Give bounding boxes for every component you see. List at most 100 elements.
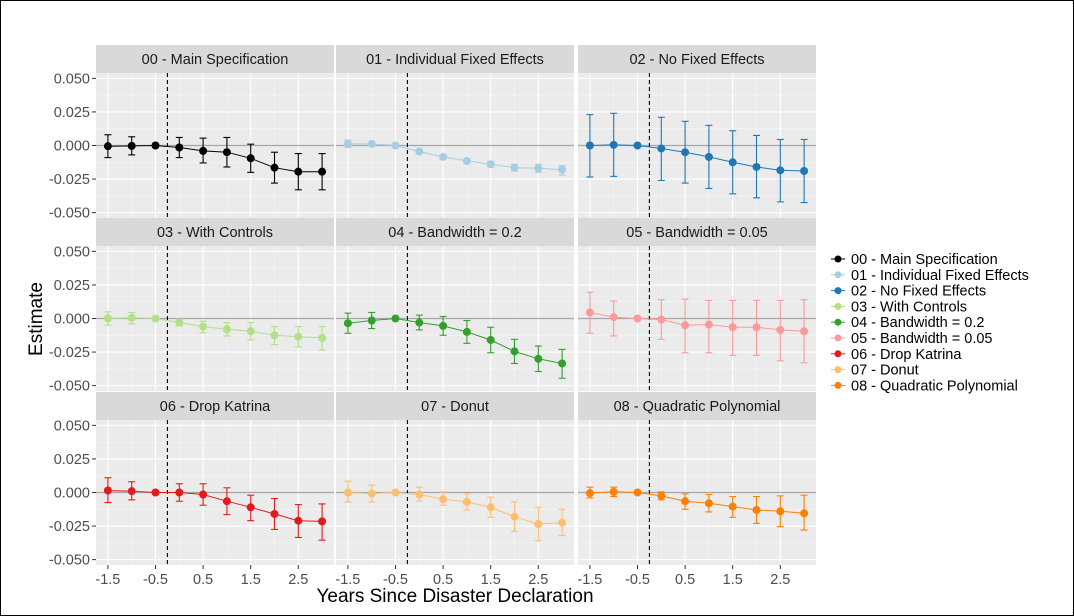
data-point: [103, 486, 112, 495]
legend-key-point: [834, 271, 842, 279]
facet-strip: [336, 392, 574, 420]
x-tick-label: 0.5: [675, 572, 695, 588]
data-point: [633, 314, 642, 323]
x-tick-label: -0.5: [625, 572, 650, 588]
data-point: [657, 491, 666, 500]
data-point: [609, 487, 618, 496]
data-point: [776, 325, 785, 334]
x-tick-label: 0.5: [193, 572, 213, 588]
facet-strip: [578, 392, 816, 420]
y-tick-label: 0.025: [54, 278, 90, 294]
data-point: [534, 354, 543, 363]
data-point: [175, 318, 184, 327]
y-tick-label: -0.050: [49, 553, 90, 569]
data-point: [151, 141, 160, 150]
legend-key-point: [834, 350, 842, 358]
data-point: [127, 313, 136, 322]
data-point: [318, 517, 327, 526]
data-point: [510, 512, 519, 521]
data-point: [103, 142, 112, 151]
data-point: [294, 516, 303, 525]
data-point: [776, 507, 785, 516]
data-point: [633, 141, 642, 150]
facet-panel: 04 - Bandwidth = 0.2: [336, 218, 574, 391]
facet-title: 05 - Bandwidth = 0.05: [626, 225, 767, 241]
data-point: [558, 165, 567, 174]
data-point: [462, 156, 471, 165]
data-point: [752, 162, 761, 171]
data-point: [800, 509, 809, 518]
data-point: [558, 359, 567, 368]
facet-panel: 01 - Individual Fixed Effects: [336, 45, 574, 218]
data-point: [343, 139, 352, 148]
data-point: [704, 320, 713, 329]
facet-title: 02 - No Fixed Effects: [629, 52, 764, 68]
data-point: [462, 327, 471, 336]
legend-key-point: [834, 287, 842, 295]
data-point: [800, 327, 809, 336]
facet-strip: [96, 45, 334, 73]
legend-item: 03 - With Controls: [831, 299, 967, 315]
legend-key-point: [834, 334, 842, 342]
facet-title: 00 - Main Specification: [142, 52, 289, 68]
y-tick-label: 0.050: [54, 244, 90, 260]
data-point: [175, 488, 184, 497]
data-point: [127, 141, 136, 150]
data-point: [558, 518, 567, 527]
data-point: [439, 152, 448, 161]
data-point: [585, 489, 594, 498]
data-point: [246, 327, 255, 336]
data-point: [270, 509, 279, 518]
legend-key-point: [834, 381, 842, 389]
legend-label: 01 - Individual Fixed Effects: [851, 268, 1029, 284]
legend-item: 04 - Bandwidth = 0.2: [831, 315, 984, 331]
x-tick-label: 2.5: [288, 572, 308, 588]
legend-label: 08 - Quadratic Polynomial: [851, 378, 1018, 394]
data-point: [343, 319, 352, 328]
legend-label: 06 - Drop Katrina: [851, 347, 962, 363]
legend-item: 07 - Donut: [831, 363, 919, 379]
facet-strip: [578, 218, 816, 246]
data-point: [585, 141, 594, 150]
y-tick-label: -0.050: [49, 379, 90, 395]
data-point: [246, 503, 255, 512]
data-point: [728, 502, 737, 511]
data-point: [585, 308, 594, 317]
data-point: [270, 163, 279, 172]
series-line: [107, 490, 323, 522]
y-tick-label: -0.025: [49, 519, 90, 535]
data-point: [657, 144, 666, 153]
y-tick-label: -0.025: [49, 345, 90, 361]
x-tick-label: -1.5: [577, 572, 602, 588]
data-point: [222, 148, 231, 157]
x-tick-label: -0.5: [143, 572, 168, 588]
x-tick-label: 1.5: [723, 572, 743, 588]
facet-strip: [96, 218, 334, 246]
data-point: [439, 495, 448, 504]
legend-item: 06 - Drop Katrina: [831, 347, 962, 363]
data-point: [609, 140, 618, 149]
legend-key-point: [834, 318, 842, 326]
legend-item: 08 - Quadratic Polynomial: [831, 378, 1018, 394]
series-line: [347, 143, 563, 171]
data-point: [800, 167, 809, 176]
data-point: [752, 505, 761, 514]
y-tick-label: 0.025: [54, 452, 90, 468]
data-point: [318, 167, 327, 176]
y-tick-label: -0.050: [49, 206, 90, 222]
facet-panel: 02 - No Fixed Effects: [578, 45, 816, 218]
series-line: [589, 491, 805, 514]
data-point: [222, 325, 231, 334]
data-point: [510, 347, 519, 356]
facet-title: 08 - Quadratic Polynomial: [614, 399, 781, 415]
facet-strip: [336, 218, 574, 246]
data-point: [415, 147, 424, 156]
x-tick-label: 2.5: [528, 572, 548, 588]
legend-item: 00 - Main Specification: [831, 252, 998, 268]
facet-title: 03 - With Controls: [157, 225, 273, 241]
data-point: [343, 488, 352, 497]
data-point: [681, 148, 690, 157]
data-point: [270, 331, 279, 340]
facet-panel: 00 - Main Specification -0.050 -0.025 0.000…: [49, 45, 334, 222]
